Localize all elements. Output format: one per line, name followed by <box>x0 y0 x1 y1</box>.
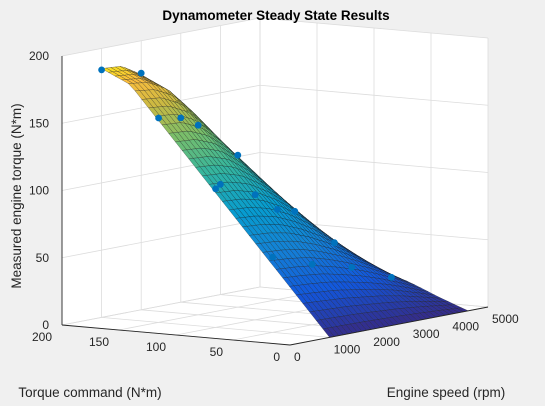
scatter-point <box>291 207 299 215</box>
z-tick-label: 200 <box>29 49 49 63</box>
y-axis-line <box>61 324 291 346</box>
scatter-point <box>217 180 224 188</box>
y-tick-label: 200 <box>32 330 52 344</box>
x-axis-line <box>289 306 489 346</box>
grid-line <box>259 17 489 39</box>
x-tick-label: 4000 <box>452 320 479 334</box>
scatter-point <box>274 206 281 213</box>
grid-line <box>61 219 261 259</box>
scatter-point <box>234 151 242 159</box>
axis-lines <box>61 56 489 346</box>
grid-line <box>61 286 261 326</box>
y-tick-label: 0 <box>273 350 280 364</box>
scatter-point <box>137 69 145 77</box>
grid-line <box>118 291 318 331</box>
z-tick-label: 100 <box>29 184 49 198</box>
y-tick-label: 50 <box>210 345 224 359</box>
scatter-point <box>98 66 105 74</box>
x-tick-label: 1000 <box>334 342 361 356</box>
scatter-point <box>269 253 276 261</box>
x-axis-label: Engine speed (rpm) <box>387 385 506 400</box>
scatter-point <box>212 185 220 193</box>
scatter-point <box>348 264 356 271</box>
scatter-point <box>388 273 395 281</box>
z-tick-label: 150 <box>29 116 49 130</box>
scatter-points <box>98 66 395 281</box>
z-axis-label: Measured engine torque (N*m) <box>9 103 24 288</box>
x-tick-label: 2000 <box>373 335 400 349</box>
z-tick-label: 0 <box>42 318 49 332</box>
x-tick-label: 3000 <box>413 327 440 341</box>
scatter-point <box>177 114 185 122</box>
surface-mesh <box>101 66 469 338</box>
grid-line <box>259 84 489 106</box>
scatter-point <box>308 260 316 268</box>
tick-labels: 0100020003000400050000501001502000501001… <box>29 49 519 364</box>
scatter-point <box>155 114 163 122</box>
x-tick-label: 0 <box>294 350 301 364</box>
chart-title: Dynamometer Steady State Results <box>162 8 389 23</box>
scatter-point <box>331 239 338 247</box>
y-axis-label: Torque command (N*m) <box>18 385 161 400</box>
x-tick-label: 5000 <box>492 312 519 326</box>
grid-line <box>61 17 261 57</box>
z-tick-label: 50 <box>36 251 50 265</box>
scatter-point <box>194 121 202 129</box>
scatter-point <box>251 191 259 199</box>
grid-line <box>259 152 489 173</box>
y-tick-label: 100 <box>146 340 166 354</box>
y-tick-label: 150 <box>89 335 109 349</box>
